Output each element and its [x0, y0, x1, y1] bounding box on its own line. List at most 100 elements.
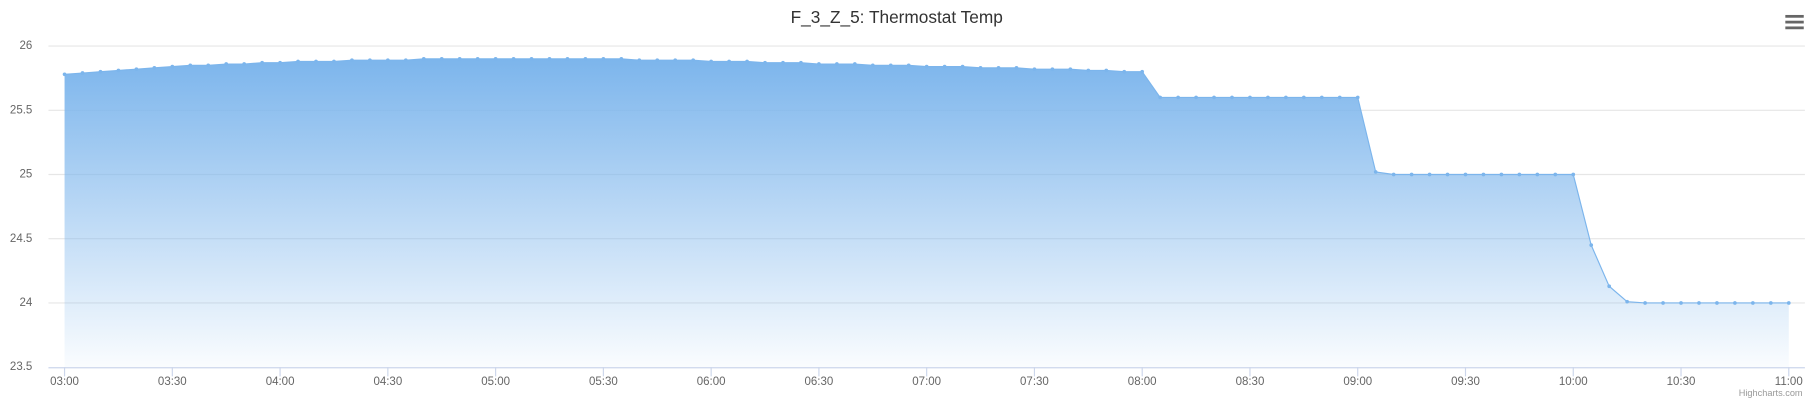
data-point: [835, 62, 839, 66]
data-point: [1715, 301, 1719, 305]
data-point: [960, 64, 965, 69]
data-point: [1104, 68, 1109, 73]
data-point: [134, 67, 139, 72]
data-point: [439, 57, 444, 61]
data-point: [942, 64, 947, 69]
data-point: [80, 71, 85, 75]
data-point: [745, 59, 749, 64]
data-point: [475, 57, 480, 61]
data-point: [224, 62, 229, 66]
data-point: [1499, 172, 1504, 177]
chart-title: F_3_Z_5: Thermostat Temp: [791, 7, 1003, 27]
data-point: [547, 57, 552, 61]
data-point: [386, 58, 390, 63]
menu-bar[interactable]: [1785, 20, 1804, 24]
x-tick-label: 09:30: [1451, 376, 1480, 388]
data-point: [1140, 69, 1145, 74]
data-point: [278, 60, 282, 65]
y-tick-label: 25: [20, 169, 33, 181]
data-point: [1050, 67, 1055, 72]
data-point: [421, 57, 426, 61]
menu-bar[interactable]: [1785, 26, 1804, 30]
data-point: [1032, 67, 1037, 72]
data-point: [1355, 95, 1360, 100]
data-point: [1661, 301, 1665, 305]
data-point: [906, 63, 911, 68]
data-point: [709, 59, 713, 64]
data-point: [242, 62, 247, 66]
data-point: [529, 57, 534, 61]
credits: Highcharts.com: [1739, 388, 1803, 398]
data-point: [98, 69, 103, 74]
data-point: [1230, 95, 1234, 100]
y-axis-title: Values: [0, 181, 2, 219]
data-point: [1158, 95, 1163, 100]
data-point: [1553, 172, 1558, 177]
y-tick-label: 24: [20, 297, 33, 309]
x-tick-label: 04:30: [373, 376, 402, 388]
data-point: [1733, 301, 1737, 305]
data-point: [727, 59, 731, 64]
data-point: [1517, 172, 1522, 177]
x-tick-label: 09:00: [1343, 376, 1372, 388]
data-point: [817, 62, 821, 66]
data-point: [1481, 172, 1486, 177]
data-point: [1679, 301, 1683, 305]
data-point: [1284, 95, 1288, 100]
y-tick-label: 26: [20, 40, 33, 52]
data-point: [799, 60, 803, 65]
data-point: [1751, 301, 1755, 305]
menu-button[interactable]: [1785, 14, 1804, 30]
area-fill: [64, 58, 1789, 368]
data-point: [170, 64, 175, 69]
data-point: [1607, 284, 1612, 289]
data-point: [1409, 172, 1414, 177]
data-point: [1176, 95, 1180, 100]
x-tick-label: 06:30: [805, 376, 834, 388]
x-tick-label: 07:00: [912, 376, 941, 388]
data-point: [116, 68, 121, 73]
data-point: [655, 58, 660, 63]
x-tick-label: 03:30: [158, 376, 187, 388]
data-point: [996, 66, 1001, 70]
x-tick-label: 10:00: [1559, 376, 1588, 388]
x-tick-label: 04:00: [266, 376, 295, 388]
data-point: [1266, 95, 1270, 100]
data-point: [1302, 95, 1306, 100]
data-point: [188, 63, 193, 68]
data-point: [978, 66, 983, 70]
data-point: [1391, 172, 1396, 177]
data-point: [1212, 95, 1216, 100]
data-point: [565, 57, 570, 61]
x-tick-label: 07:30: [1020, 376, 1049, 388]
x-tick-label: 08:00: [1128, 376, 1157, 388]
x-tick-label: 11:00: [1775, 376, 1803, 388]
data-point: [457, 57, 462, 61]
x-tick-label: 06:00: [697, 376, 726, 388]
data-point: [368, 58, 372, 63]
data-point: [673, 58, 678, 63]
data-point: [350, 58, 354, 63]
data-point: [1535, 172, 1540, 177]
data-point: [1463, 172, 1468, 177]
data-point: [1337, 95, 1342, 100]
data-point: [691, 58, 696, 63]
menu-bar[interactable]: [1785, 14, 1804, 18]
x-tick-label: 10:30: [1667, 376, 1696, 388]
data-point: [1589, 243, 1594, 247]
data-point: [637, 58, 642, 63]
data-point: [781, 60, 785, 65]
data-point: [1086, 68, 1091, 73]
data-point: [260, 60, 264, 65]
data-point: [403, 58, 408, 63]
data-point: [1248, 95, 1252, 100]
data-point: [1427, 172, 1432, 177]
data-point: [1571, 172, 1576, 177]
data-point: [296, 59, 300, 64]
data-point: [1122, 69, 1127, 74]
data-point: [493, 57, 498, 61]
x-tick-label: 08:30: [1236, 376, 1265, 388]
data-point: [763, 60, 767, 65]
y-tick-label: 23.5: [10, 361, 32, 373]
